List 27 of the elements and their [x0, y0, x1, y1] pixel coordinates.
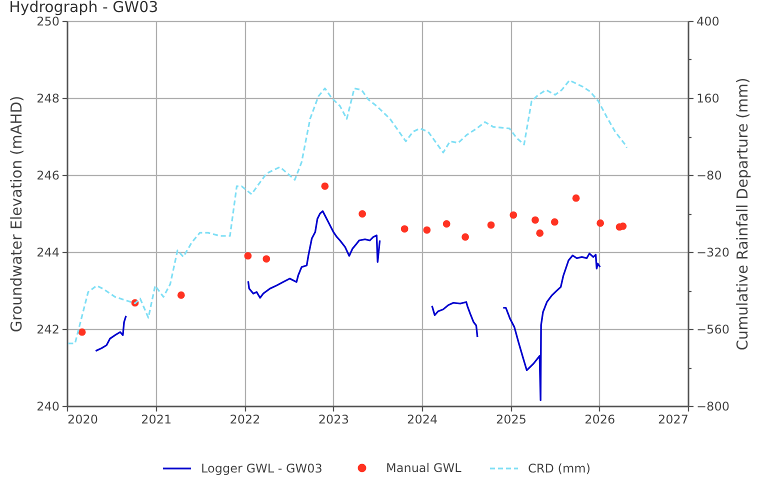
legend-label: CRD (mm)	[528, 462, 591, 476]
x-tick-label: 2024	[407, 412, 438, 426]
y-tick-label: 250	[36, 14, 60, 28]
y-tick-label: 246	[36, 168, 60, 182]
x-tick-label: 2020	[68, 412, 98, 426]
x-tick-label: 2025	[496, 412, 526, 426]
y-axis-title: Groundwater Elevation (mAHD)	[8, 96, 26, 332]
y2-tick-label: −80	[696, 168, 722, 182]
y-tick-label: 244	[36, 246, 60, 260]
x-tick-label: 2023	[318, 412, 349, 426]
chart-title: Hydrograph - GW03	[9, 0, 158, 16]
y2-tick-label: 400	[696, 14, 720, 28]
legend-label: Logger GWL - GW03	[201, 462, 322, 476]
x-tick-label: 2027	[658, 412, 688, 426]
y2-tick-label: −560	[696, 322, 730, 336]
x-tick-label: 2022	[230, 412, 260, 426]
x-tick-label: 2021	[141, 412, 172, 426]
y-tick-label: 240	[36, 400, 60, 414]
y-tick-label: 242	[36, 322, 60, 336]
legend-label: Manual GWL	[386, 461, 462, 476]
y2-axis-title: Cumulative Rainfall Departure (mm)	[733, 78, 752, 350]
x-tick-label: 2026	[584, 412, 616, 426]
y2-tick-label: 160	[696, 92, 720, 106]
y-tick-label: 248	[36, 92, 60, 106]
line-series	[67, 80, 628, 344]
y2-tick-label: −800	[696, 400, 730, 414]
y2-tick-label: −320	[696, 246, 730, 260]
